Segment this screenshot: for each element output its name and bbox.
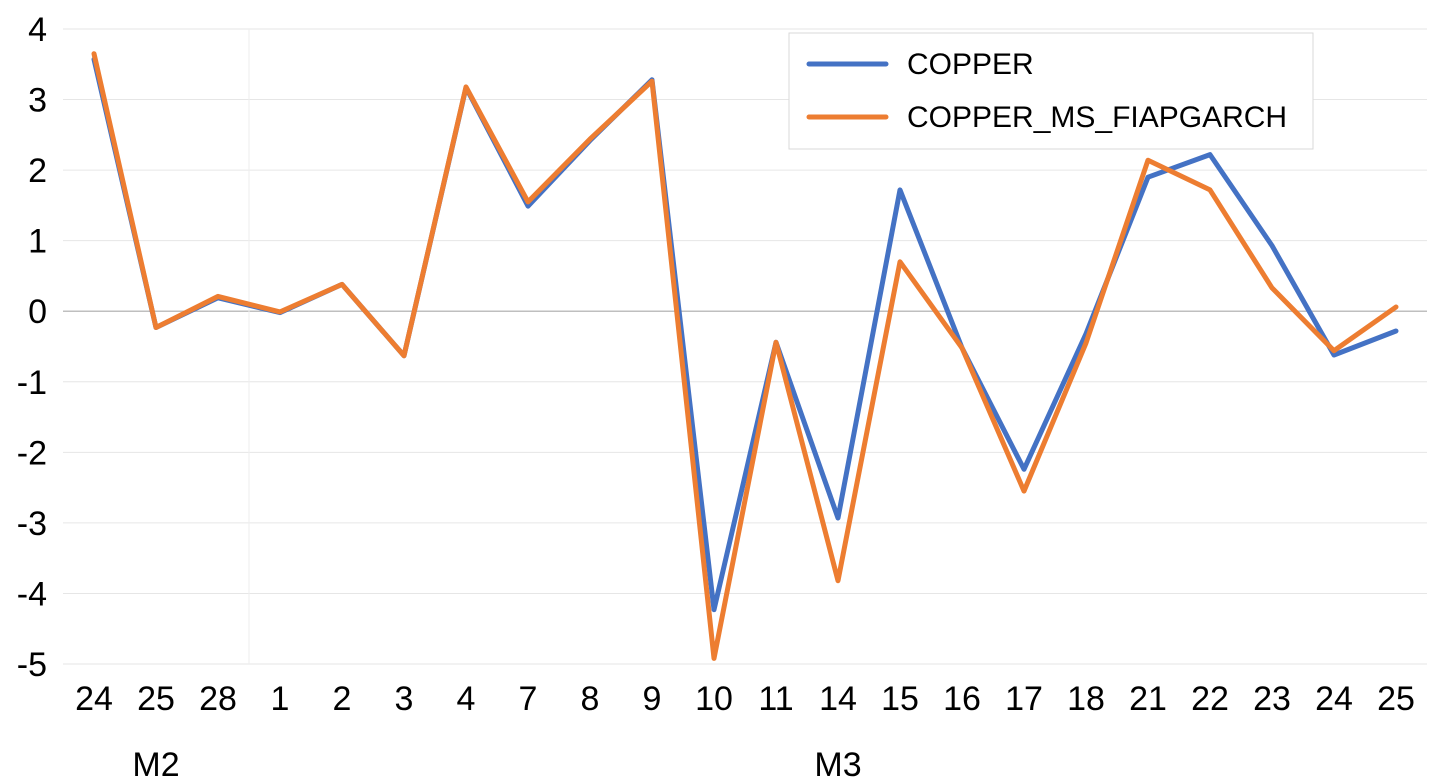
y-tick-label: -3 (17, 505, 47, 543)
y-tick-label: 2 (28, 152, 47, 190)
x-tick-label: 28 (199, 680, 237, 718)
x-tick-label: 7 (519, 680, 538, 718)
legend: COPPER COPPER_MS_FIAPGARCH (788, 32, 1314, 150)
y-tick-label: -5 (17, 646, 47, 684)
x-tick-label: 24 (1315, 680, 1353, 718)
x-group-label: M2 (132, 746, 179, 783)
x-tick-label: 25 (1377, 680, 1415, 718)
x-tick-label: 23 (1253, 680, 1291, 718)
x-tick-label: 10 (695, 680, 733, 718)
x-axis-group-labels: M2 M3 (132, 746, 861, 783)
x-tick-label: 15 (881, 680, 919, 718)
y-tick-label: 3 (28, 82, 47, 120)
x-tick-label: 22 (1191, 680, 1229, 718)
y-tick-label: -1 (17, 364, 47, 402)
legend-label-copper-ms-fiapgarch: COPPER_MS_FIAPGARCH (907, 101, 1287, 134)
legend-label-copper: COPPER (907, 48, 1034, 81)
x-tick-label: 17 (1005, 680, 1043, 718)
y-tick-label: 0 (28, 293, 47, 331)
x-tick-label: 25 (137, 680, 175, 718)
x-tick-label: 24 (75, 680, 113, 718)
y-axis-tick-labels: 4 3 2 1 0 -1 -2 -3 -4 -5 (17, 11, 47, 684)
x-tick-label: 18 (1067, 680, 1105, 718)
y-tick-label: 1 (28, 223, 47, 261)
x-tick-label: 1 (271, 680, 290, 718)
x-tick-label: 16 (943, 680, 981, 718)
y-tick-label: -4 (17, 575, 47, 613)
gridlines (63, 28, 1427, 665)
x-tick-label: 8 (581, 680, 600, 718)
x-axis-tick-labels: 24 25 28 1 2 3 4 7 8 9 10 11 14 15 16 17 18 21 22 23 24 25 (75, 680, 1415, 718)
x-tick-label: 9 (643, 680, 662, 718)
x-tick-label: 3 (395, 680, 414, 718)
x-tick-label: 2 (333, 680, 352, 718)
legend-box (788, 32, 1314, 150)
x-tick-label: 14 (819, 680, 857, 718)
series-line-copper-ms-fiapgarch (91, 51, 1399, 661)
y-tick-label: 4 (28, 11, 47, 49)
x-tick-label: 4 (457, 680, 476, 718)
y-tick-label: -2 (17, 434, 47, 472)
x-tick-label: 21 (1129, 680, 1167, 718)
series-lines (91, 51, 1399, 661)
x-tick-label: 11 (758, 680, 793, 718)
x-group-label: M3 (814, 746, 861, 783)
